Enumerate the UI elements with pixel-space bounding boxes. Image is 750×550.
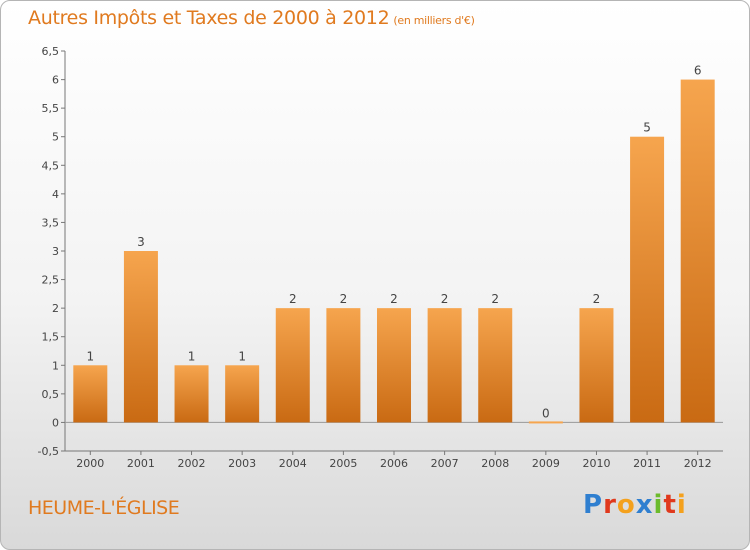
bar-value-label: 2: [340, 292, 348, 306]
x-tick-label: 2003: [228, 457, 256, 470]
x-tick-label: 2001: [127, 457, 155, 470]
y-tick-label: 2,5: [42, 274, 60, 287]
y-tick-label: 5,5: [42, 102, 60, 115]
x-tick-label: 2012: [684, 457, 712, 470]
y-tick-label: 0,5: [42, 388, 60, 401]
bar-value-label: 2: [441, 292, 449, 306]
bar: [579, 308, 614, 423]
logo-letter: x: [635, 490, 654, 520]
y-tick-label: 0: [52, 416, 59, 429]
bar: [326, 308, 361, 423]
bar-value-label: 1: [188, 349, 196, 363]
logo-letter: i: [676, 490, 687, 520]
bar-value-label: 1: [86, 349, 94, 363]
y-tick-label: 1: [52, 359, 59, 372]
x-tick-label: 2002: [178, 457, 206, 470]
bar: [427, 308, 462, 423]
x-tick-label: 2004: [279, 457, 307, 470]
logo-letter: t: [663, 490, 677, 520]
bar: [174, 365, 209, 423]
x-tick-label: 2008: [481, 457, 509, 470]
chart-title: Autres Impôts et Taxes de 2000 à 2012 (en…: [28, 7, 475, 29]
bar: [680, 79, 715, 423]
bar-value-label: 3: [137, 235, 145, 249]
x-tick-label: 2007: [431, 457, 459, 470]
bar: [478, 308, 513, 423]
bar: [73, 365, 108, 423]
bar-value-label: 0: [542, 406, 550, 420]
logo-letter: i: [653, 490, 664, 520]
x-tick-label: 2010: [582, 457, 610, 470]
y-tick-label: 6,5: [42, 45, 60, 58]
bar-layer: 1 3 1 1 2 2 2 2 2 0 2 5 6: [73, 64, 715, 424]
y-tick-label: 5: [52, 131, 59, 144]
logo-letter: r: [603, 490, 617, 520]
bar-value-label: 5: [643, 121, 651, 135]
bar-value-label: 2: [390, 292, 398, 306]
bar-value-label: 2: [593, 292, 601, 306]
logo-letter: P: [583, 490, 604, 520]
x-tick-label: 2000: [76, 457, 104, 470]
bar: [630, 136, 665, 423]
place-name: HEUME-L'ÉGLISE: [28, 497, 180, 519]
chart-title-text: Autres Impôts et Taxes de 2000 à 2012: [28, 7, 390, 29]
bar: [225, 365, 260, 423]
x-tick-label: 2005: [329, 457, 357, 470]
y-tick-label: 3: [52, 245, 59, 258]
y-tick-label: 4,5: [42, 159, 60, 172]
y-tick-label: 2: [52, 302, 59, 315]
x-tick-label: 2006: [380, 457, 408, 470]
y-tick-label: 3,5: [42, 216, 60, 229]
bar-value-label: 2: [491, 292, 499, 306]
bar-value-label: 2: [289, 292, 297, 306]
bar: [123, 251, 158, 423]
bar: [275, 308, 310, 423]
x-tick-label: 2011: [633, 457, 661, 470]
y-tick-label: -0,5: [38, 445, 59, 458]
y-tick-label: 6: [52, 74, 59, 87]
bar-value-label: 6: [694, 64, 702, 78]
chart-unit: (en milliers d'€): [393, 14, 475, 27]
x-tick-label: 2009: [532, 457, 560, 470]
logo-letter: o: [616, 490, 636, 520]
y-tick-label: 4: [52, 188, 59, 201]
proxiti-logo: Proxiti: [583, 490, 687, 520]
bar: [528, 421, 563, 424]
bar: [377, 308, 411, 423]
y-tick-label: 1,5: [42, 331, 60, 344]
bar-value-label: 1: [238, 349, 246, 363]
